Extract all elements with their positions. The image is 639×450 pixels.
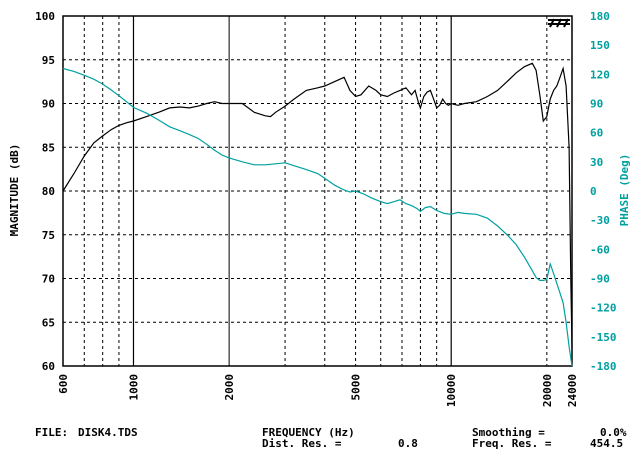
phase-tick-label: 150 bbox=[590, 39, 610, 52]
magnitude-line bbox=[62, 62, 573, 349]
dist-res-value: 0.8 bbox=[398, 437, 418, 450]
magnitude-tick-label: 100 bbox=[35, 10, 55, 23]
magnitude-tick-label: 90 bbox=[42, 98, 55, 111]
frequency-tick-label: 2000 bbox=[223, 374, 236, 401]
magnitude-tick-label: 95 bbox=[42, 54, 55, 67]
dist-res-label: Dist. Res. = bbox=[262, 437, 342, 450]
smoothing-label: Smoothing = bbox=[472, 426, 545, 439]
freq-res-label: Freq. Res. = bbox=[472, 437, 552, 450]
x-axis-title: FREQUENCY (Hz) bbox=[262, 426, 355, 439]
magnitude-tick-label: 70 bbox=[42, 273, 55, 286]
file-label: FILE: bbox=[35, 426, 69, 439]
frequency-tick-label: 5000 bbox=[350, 374, 363, 401]
phase-tick-label: -120 bbox=[590, 302, 617, 315]
frequency-tick-labels: 600 1000 2000 5000 10000 20000 24000 bbox=[57, 374, 579, 407]
frequency-tick-label: 24000 bbox=[566, 374, 579, 407]
phase-tick-label: -90 bbox=[590, 273, 610, 286]
frequency-tick-label: 20000 bbox=[541, 374, 554, 407]
magnitude-tick-label: 80 bbox=[42, 185, 55, 198]
y-axis-title: MAGNITUDE (dB) bbox=[8, 144, 21, 237]
grid-lines bbox=[63, 16, 572, 366]
phase-tick-label: 120 bbox=[590, 68, 610, 81]
phase-tick-label: 180 bbox=[590, 10, 610, 23]
frequency-tick-label: 1000 bbox=[127, 374, 140, 401]
magnitude-tick-label: 85 bbox=[42, 141, 55, 154]
phase-tick-label: -180 bbox=[590, 360, 617, 373]
series-lines bbox=[62, 62, 573, 367]
phase-tick-label: -60 bbox=[590, 243, 610, 256]
magnitude-tick-labels: 60 65 70 75 80 85 90 95 100 bbox=[35, 10, 55, 373]
phase-tick-label: 0 bbox=[590, 185, 597, 198]
phase-tick-label: 90 bbox=[590, 98, 603, 111]
frequency-tick-label: 600 bbox=[57, 374, 70, 394]
magnitude-tick-label: 75 bbox=[42, 229, 55, 242]
file-name: DISK4.TDS bbox=[78, 426, 138, 439]
tef-logo bbox=[548, 18, 570, 28]
phase-tick-labels: 180 150 120 90 60 30 0 -30 -60 -90 -120 -150 -180 bbox=[590, 10, 617, 373]
magnitude-tick-label: 65 bbox=[42, 316, 55, 329]
freq-res-value: 454.5 bbox=[590, 437, 624, 450]
magnitude-tick-label: 60 bbox=[42, 360, 55, 373]
frequency-tick-label: 10000 bbox=[445, 374, 458, 407]
y2-axis-title: PHASE (Deg) bbox=[618, 154, 631, 227]
phase-tick-label: -150 bbox=[590, 331, 617, 344]
smoothing-value: 0.0% bbox=[600, 426, 627, 439]
phase-tick-label: -30 bbox=[590, 214, 610, 227]
phase-line bbox=[62, 67, 573, 367]
phase-tick-label: 60 bbox=[590, 127, 603, 140]
phase-tick-label: 30 bbox=[590, 156, 603, 169]
